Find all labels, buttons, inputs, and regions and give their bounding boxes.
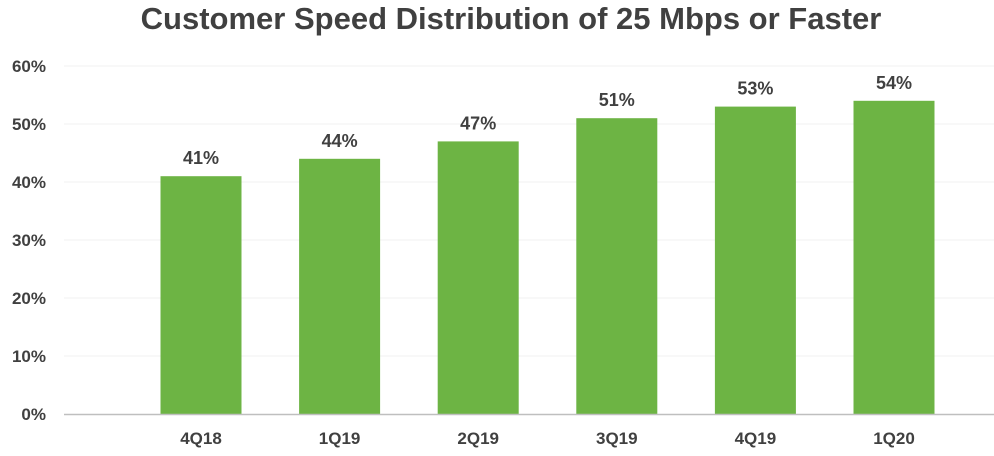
x-tick-label: 2Q19 — [457, 429, 499, 448]
x-axis-ticks: 4Q18 1Q19 2Q19 3Q19 4Q19 1Q20 — [180, 429, 915, 448]
data-labels: 41% 44% 47% 51% 53% 54% — [183, 73, 912, 168]
data-label: 53% — [737, 79, 773, 99]
y-tick-label: 50% — [12, 115, 46, 134]
bar-4q18 — [160, 176, 242, 414]
data-label: 44% — [322, 131, 358, 151]
y-tick-label: 40% — [12, 173, 46, 192]
y-tick-label: 0% — [21, 405, 46, 424]
y-tick-label: 10% — [12, 347, 46, 366]
bar-4q19 — [714, 106, 796, 414]
bar-2q19 — [437, 141, 519, 414]
bar-3q19 — [576, 118, 658, 414]
chart-title: Customer Speed Distribution of 25 Mbps o… — [141, 1, 882, 36]
bars — [160, 100, 935, 415]
x-tick-label: 1Q20 — [873, 429, 915, 448]
y-tick-label: 30% — [12, 231, 46, 250]
x-tick-label: 4Q18 — [180, 429, 222, 448]
x-tick-label: 4Q19 — [735, 429, 777, 448]
bar-1q19 — [299, 158, 381, 414]
bar-1q20 — [853, 100, 935, 415]
data-label: 51% — [599, 90, 635, 110]
data-label: 54% — [876, 73, 912, 93]
x-tick-label: 1Q19 — [319, 429, 361, 448]
y-axis-ticks: 0% 10% 20% 30% 40% 50% 60% — [12, 57, 46, 424]
data-label: 47% — [460, 113, 496, 133]
data-label: 41% — [183, 148, 219, 168]
x-tick-label: 3Q19 — [596, 429, 638, 448]
y-tick-label: 20% — [12, 289, 46, 308]
y-tick-label: 60% — [12, 57, 46, 76]
